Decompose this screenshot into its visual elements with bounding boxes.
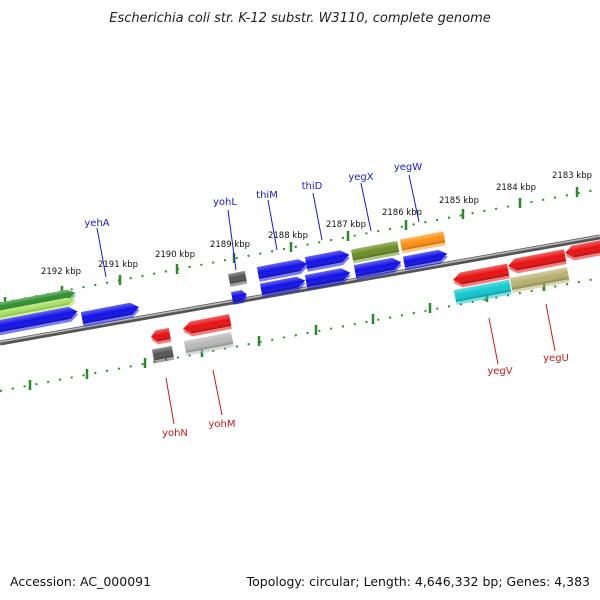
gene-arrow[interactable] <box>183 332 234 356</box>
accession: Accession: AC_000091 <box>10 574 151 589</box>
label-lines <box>96 174 556 425</box>
gene-arrow[interactable] <box>353 256 403 280</box>
forward-label-leader <box>408 174 420 223</box>
gene-arrow-shading <box>0 289 76 313</box>
gene-arrow-shading <box>151 328 171 342</box>
gene-arrow-shading <box>353 257 402 277</box>
major-ticks <box>3 187 579 390</box>
gene-arrow-shading <box>565 239 600 258</box>
gene-arrow[interactable] <box>564 239 600 262</box>
gene-arrow[interactable] <box>509 267 570 293</box>
kbp-label: 2191 kbp <box>98 260 138 270</box>
forward-label-leader <box>227 209 237 271</box>
gene-arrow-shading <box>350 240 400 261</box>
gene-arrow-shading <box>80 302 139 324</box>
genes <box>0 231 600 364</box>
gene-arrow[interactable] <box>304 249 351 272</box>
gene-arrow-shading <box>151 345 174 361</box>
gene-arrow-shading <box>453 263 510 285</box>
gene-arrow-shading <box>0 297 76 319</box>
kbp-label: 2185 kbp <box>439 196 479 206</box>
gene-arrow[interactable] <box>507 249 567 275</box>
gene-arrow-shading <box>304 268 351 287</box>
gene-label-yegV[interactable]: yegV <box>487 366 512 377</box>
kbp-label: 2186 kbp <box>382 208 422 218</box>
kbp-label: 2183 kbp <box>552 171 592 181</box>
gene-arrow[interactable] <box>350 240 400 264</box>
gene-arrow-shading <box>228 270 247 284</box>
gene-arrow-shading <box>304 250 350 269</box>
gene-arrow[interactable] <box>228 270 248 287</box>
kbp-label: 2184 kbp <box>496 183 536 193</box>
gene-label-yegX[interactable]: yegX <box>348 172 373 183</box>
gene-label-yohM[interactable]: yohM <box>208 419 235 430</box>
gene-arrow[interactable] <box>231 289 248 305</box>
kbp-labels: 2192 kbp 2191 kbp 2190 kbp 2189 kbp 2188 kbp… <box>41 171 592 277</box>
kbp-label: 2189 kbp <box>210 240 250 250</box>
gene-labels: yehA yohL thiM thiD yegX yegW yohN yohM yegV yegU <box>84 162 569 439</box>
map-title: Escherichia coli str. K-12 substr. W3110… <box>109 11 490 26</box>
forward-label-leader <box>96 227 107 278</box>
gene-arrow-shading <box>183 314 232 334</box>
kbp-label: 2190 kbp <box>155 250 195 260</box>
gene-arrow[interactable] <box>402 248 449 271</box>
gene-arrow[interactable] <box>150 328 172 345</box>
gene-arrow[interactable] <box>256 258 309 282</box>
gene-arrow[interactable] <box>304 267 352 290</box>
gene-arrow-shading <box>259 276 306 295</box>
gene-arrow-shading <box>509 267 570 290</box>
kbp-label: 2192 kbp <box>41 267 81 277</box>
gene-arrow-shading <box>231 290 247 302</box>
reverse-label-leader <box>165 377 175 425</box>
gene-label-yegW[interactable]: yegW <box>394 162 422 173</box>
gene-label-thiM[interactable]: thiM <box>256 190 278 201</box>
gene-label-thiD[interactable]: thiD <box>302 181 323 192</box>
reverse-label-leader <box>212 369 223 416</box>
gene-arrow[interactable] <box>399 231 446 254</box>
gene-arrow-shading <box>0 306 78 333</box>
gene-arrow-shading <box>402 249 448 268</box>
gene-label-yohL[interactable]: yohL <box>213 197 237 208</box>
gene-arrow[interactable] <box>80 301 141 327</box>
gene-arrow[interactable] <box>151 345 175 364</box>
gene-label-yehA[interactable]: yehA <box>84 218 109 229</box>
gene-arrow[interactable] <box>182 314 232 338</box>
gene-arrow[interactable] <box>259 275 307 298</box>
gene-arrow-shading <box>183 332 234 353</box>
forward-label-leader <box>360 182 372 232</box>
reverse-label-leader <box>545 303 556 352</box>
gene-arrow-shading <box>399 231 446 251</box>
gene-arrow-shading <box>508 249 567 271</box>
gene-arrow[interactable] <box>453 279 512 305</box>
reverse-label-leader <box>488 317 499 365</box>
kbp-label: 2187 kbp <box>326 220 366 230</box>
gene-label-yohN[interactable]: yohN <box>162 428 188 439</box>
forward-label-leader <box>267 199 278 251</box>
backbone-line <box>0 234 600 346</box>
gene-arrow-shading <box>453 279 512 302</box>
gene-arrow-shading <box>256 259 308 279</box>
kbp-label: 2188 kbp <box>268 231 308 241</box>
genome-summary: Topology: circular; Length: 4,646,332 bp… <box>246 574 590 589</box>
gene-arrow[interactable] <box>452 263 510 289</box>
gene-label-yegU[interactable]: yegU <box>543 353 569 364</box>
forward-label-leader <box>312 192 323 241</box>
gene-arrow[interactable] <box>0 296 77 322</box>
gene-arrow[interactable] <box>0 305 79 336</box>
